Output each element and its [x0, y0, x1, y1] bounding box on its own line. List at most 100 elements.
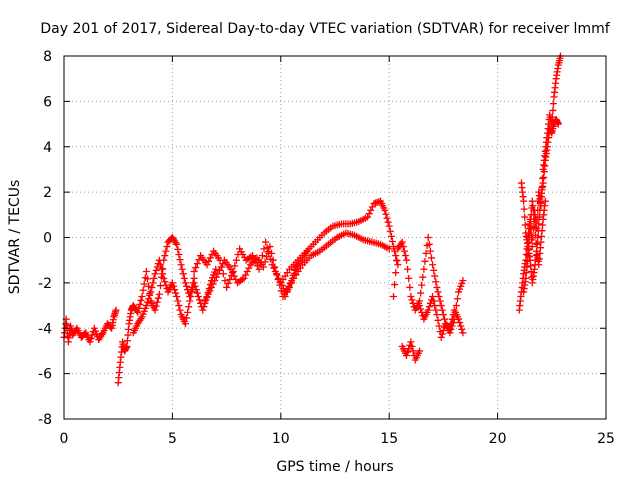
- y-tick-label: 6: [43, 94, 52, 110]
- data-point: [249, 252, 257, 260]
- data-point: [364, 213, 372, 221]
- data-point: [532, 231, 540, 239]
- series-segment-3: [129, 256, 220, 337]
- data-point: [138, 292, 146, 300]
- data-point: [136, 300, 144, 308]
- data-point: [536, 199, 544, 207]
- grid-lines: [64, 56, 606, 419]
- series-segment-6: [277, 197, 402, 287]
- data-point: [142, 268, 150, 276]
- data-point: [242, 271, 250, 279]
- data-point: [178, 265, 186, 273]
- data-point: [433, 311, 441, 319]
- data-point: [159, 270, 167, 278]
- data-point: [174, 245, 182, 253]
- data-point: [87, 334, 95, 342]
- data-point: [388, 237, 396, 245]
- data-point: [238, 275, 246, 283]
- data-point: [403, 256, 411, 264]
- series-segment-10: [416, 292, 467, 341]
- data-point: [408, 342, 416, 350]
- y-tick-label: 4: [43, 140, 52, 156]
- data-point: [525, 238, 533, 246]
- data-point: [440, 315, 448, 323]
- data-point: [201, 297, 209, 305]
- data-point: [245, 264, 253, 272]
- x-tick-label: 25: [597, 431, 615, 447]
- data-point: [148, 283, 156, 291]
- data-point: [150, 274, 158, 282]
- data-point: [88, 331, 96, 339]
- y-axis-ticks: -8 -6 -4 -2 0 2 4 6 8: [38, 49, 606, 428]
- data-point: [263, 253, 271, 261]
- data-point: [199, 306, 207, 314]
- data-point: [269, 256, 277, 264]
- data-point: [142, 302, 150, 310]
- data-point: [137, 296, 145, 304]
- data-point: [209, 280, 217, 288]
- data-point: [180, 274, 188, 282]
- data-point: [143, 275, 151, 283]
- data-point: [416, 302, 424, 310]
- data-point: [459, 329, 467, 337]
- data-point: [459, 277, 467, 285]
- data-point: [192, 286, 200, 294]
- data-point: [145, 282, 153, 290]
- data-point: [385, 245, 393, 253]
- data-point: [431, 302, 439, 310]
- data-point: [535, 220, 543, 228]
- data-point: [172, 289, 180, 297]
- data-point: [261, 258, 269, 266]
- data-point: [457, 322, 465, 330]
- data-point: [434, 288, 442, 296]
- data-point: [190, 279, 198, 287]
- data-point: [448, 315, 456, 323]
- data-point: [206, 254, 214, 262]
- data-point: [154, 294, 162, 302]
- data-point: [433, 283, 441, 291]
- data-points: [60, 52, 564, 387]
- data-point: [86, 338, 94, 346]
- data-point: [439, 311, 447, 319]
- data-point: [401, 252, 409, 260]
- data-point: [175, 302, 183, 310]
- data-point: [421, 257, 429, 265]
- data-point: [404, 265, 412, 273]
- data-point: [208, 251, 216, 259]
- data-point: [162, 247, 170, 255]
- data-point: [214, 270, 222, 278]
- data-point: [520, 197, 528, 205]
- data-point: [403, 351, 411, 359]
- data-point: [405, 274, 413, 282]
- data-point: [438, 330, 446, 338]
- data-point: [521, 213, 529, 221]
- data-point: [112, 306, 120, 314]
- data-point: [435, 322, 443, 330]
- data-point: [392, 269, 400, 277]
- data-point: [365, 210, 373, 218]
- data-point: [258, 252, 266, 260]
- data-point: [272, 270, 280, 278]
- data-point: [176, 256, 184, 264]
- data-point: [271, 263, 279, 271]
- data-point: [168, 279, 176, 287]
- data-point: [146, 291, 154, 299]
- data-point: [182, 314, 190, 322]
- data-point: [145, 295, 153, 303]
- data-point: [400, 247, 408, 255]
- data-point: [193, 289, 201, 297]
- data-point: [266, 243, 274, 251]
- data-point: [431, 272, 439, 280]
- data-point: [429, 292, 437, 300]
- data-point: [181, 279, 189, 287]
- data-point: [268, 249, 276, 257]
- data-point: [393, 257, 401, 265]
- data-point: [368, 203, 376, 211]
- data-point: [420, 265, 428, 273]
- data-point: [243, 268, 251, 276]
- data-point: [203, 261, 211, 269]
- data-point: [381, 206, 389, 214]
- series-segment-12: [517, 116, 562, 287]
- data-point: [427, 254, 435, 262]
